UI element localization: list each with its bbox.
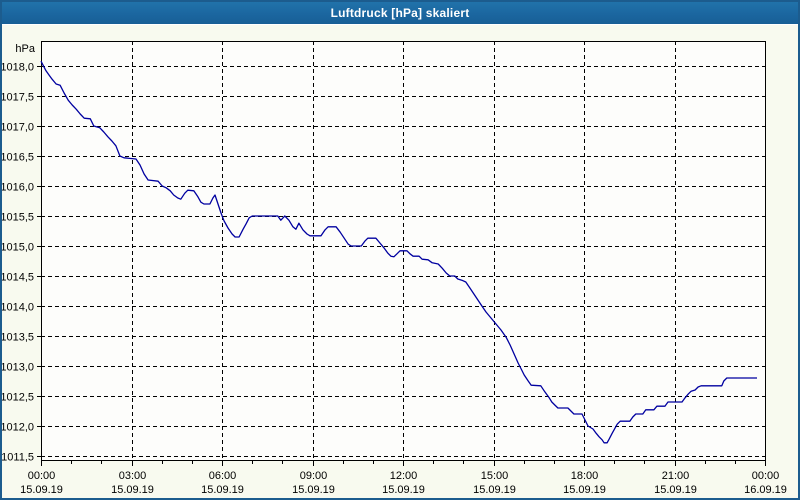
- x-tick-date-label: 16.09.19: [744, 484, 787, 496]
- y-tick-label: 1014,5: [2, 272, 34, 284]
- y-tick-label: 1011,5: [2, 452, 34, 464]
- x-tick-time-label: 00:00: [28, 470, 56, 482]
- x-tick-date-label: 15.09.19: [382, 484, 425, 496]
- y-tick-label: 1013,0: [2, 362, 34, 374]
- x-tick-time-label: 12:00: [390, 470, 418, 482]
- x-axis-labels: 00:00 15.09.19 03:00 15.09.19 06:00 15.09.19 0…: [20, 470, 787, 496]
- y-tick-label: 1016,0: [2, 182, 34, 194]
- x-tick-date-label: 15.09.19: [292, 484, 335, 496]
- window-title: Luftdruck [hPa] skaliert: [330, 6, 470, 20]
- x-tick-date-label: 15.09.19: [563, 484, 606, 496]
- x-tick-time-label: 15:00: [481, 470, 509, 482]
- grid-lines: [37, 41, 766, 466]
- y-tick-label: 1012,0: [2, 422, 34, 434]
- y-tick-label: 1013,5: [2, 332, 34, 344]
- x-tick-date-label: 15.09.19: [201, 484, 244, 496]
- y-tick-label: 1017,0: [2, 122, 34, 134]
- y-axis-unit-label: hPa: [15, 43, 35, 55]
- x-tick-date-label: 15.09.19: [654, 484, 697, 496]
- y-tick-label: 1015,5: [2, 212, 34, 224]
- x-tick-time-label: 06:00: [209, 470, 237, 482]
- x-tick-date-label: 15.09.19: [111, 484, 154, 496]
- y-tick-label: 1016,5: [2, 152, 34, 164]
- x-tick-time-label: 18:00: [571, 470, 599, 482]
- data-series: [40, 60, 757, 444]
- y-tick-label: 1018,0: [2, 62, 34, 74]
- y-tick-label: 1014,0: [2, 302, 34, 314]
- y-tick-label: 1017,5: [2, 92, 34, 104]
- x-tick-time-label: 03:00: [119, 470, 147, 482]
- y-axis-labels: 1018,0 1017,5 1017,0 1016,5 1016,0 1015,5 1015…: [2, 62, 34, 464]
- y-tick-label: 1015,0: [2, 242, 34, 254]
- chart-area: 1018,0 1017,5 1017,0 1016,5 1016,0 1015,5 1015…: [2, 25, 798, 498]
- x-tick-time-label: 09:00: [300, 470, 328, 482]
- window-titlebar[interactable]: Luftdruck [hPa] skaliert: [2, 2, 798, 25]
- plot-frame: [41, 41, 766, 461]
- pressure-line-chart: 1018,0 1017,5 1017,0 1016,5 1016,0 1015,5 1015…: [2, 41, 787, 496]
- x-tick-date-label: 15.09.19: [20, 484, 63, 496]
- pressure-series-line: [40, 60, 757, 444]
- x-tick-time-label: 21:00: [662, 470, 690, 482]
- x-tick-date-label: 15.09.19: [473, 484, 516, 496]
- y-tick-label: 1012,5: [2, 392, 34, 404]
- x-tick-time-label: 00:00: [752, 470, 780, 482]
